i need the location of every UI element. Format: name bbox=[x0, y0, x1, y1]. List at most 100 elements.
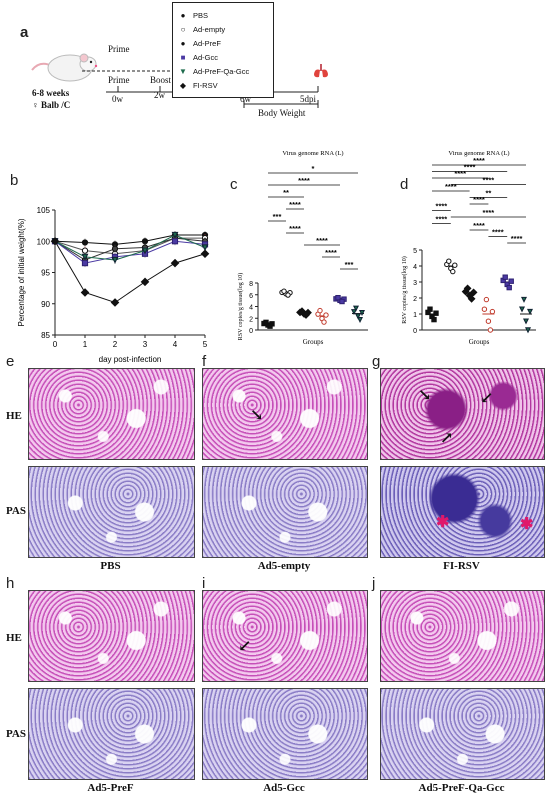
y-tick-label: 4 bbox=[249, 305, 253, 312]
micrograph-pbs-he bbox=[28, 368, 195, 460]
lesion-arrow-icon: ↘ bbox=[418, 387, 432, 404]
y-axis-label: Percentage of initial weight(%) bbox=[17, 218, 26, 326]
data-point bbox=[469, 288, 478, 297]
circle-filled-icon: ● bbox=[180, 11, 186, 20]
significance-label: **** bbox=[473, 221, 485, 230]
series-point bbox=[140, 277, 150, 287]
significance-label: * bbox=[312, 164, 315, 173]
square-filled-icon: ■ bbox=[180, 53, 186, 62]
micrograph-gcc-he bbox=[202, 590, 368, 682]
y-tick-label: 2 bbox=[249, 316, 253, 323]
panel-label-b: b bbox=[10, 172, 19, 189]
data-point bbox=[483, 296, 490, 303]
series-point bbox=[171, 238, 179, 245]
significance-label: **** bbox=[325, 248, 337, 257]
data-point bbox=[285, 292, 291, 298]
significance-label: **** bbox=[454, 169, 466, 178]
boost-label: Boost bbox=[150, 75, 172, 85]
caption-ad5-pref-qa-gcc: Ad5-PreF-Qa-Gcc bbox=[418, 782, 505, 794]
legend-item-pbs: ● PBS bbox=[180, 11, 209, 20]
series-line-5 bbox=[54, 240, 206, 304]
x-tick-label: 3 bbox=[143, 340, 148, 349]
panel-label-d: d bbox=[400, 176, 409, 193]
micrograph-prefqagcc-pas bbox=[380, 688, 545, 780]
panel-label-h: h bbox=[6, 575, 15, 592]
data-point bbox=[467, 294, 476, 303]
significance-label: **** bbox=[473, 195, 485, 204]
x-axis-label: day post-infection bbox=[99, 355, 162, 364]
series-line-0 bbox=[54, 234, 205, 245]
series-point bbox=[81, 260, 89, 267]
micrograph-empty-pas bbox=[202, 466, 368, 558]
micrograph-pref-pas bbox=[28, 688, 195, 780]
data-point bbox=[298, 307, 306, 316]
x-tick-label: 0 bbox=[53, 340, 58, 349]
row-label-he-bottom: HE bbox=[6, 632, 22, 644]
y-tick-label: 2 bbox=[413, 296, 417, 303]
data-point bbox=[339, 298, 345, 305]
data-point bbox=[526, 308, 534, 315]
series-point bbox=[171, 231, 179, 239]
significance-label: **** bbox=[483, 208, 495, 217]
micrograph-firsv-he bbox=[380, 368, 545, 460]
data-point bbox=[302, 311, 310, 319]
rna-scatter-chart-c: Virus genome RNA (L) 0 2 4 6 8 Groups RSV copie… bbox=[237, 150, 368, 346]
data-point bbox=[463, 284, 472, 293]
legend-item-ad-pref: ● Ad-PreF bbox=[180, 39, 221, 48]
mucus-star-icon: ✱ bbox=[520, 516, 534, 533]
legend: ● PBS ○ Ad-empty ● Ad-PreF ■ Ad-Gcc ▼ Ad-PreF… bbox=[172, 2, 274, 98]
data-point bbox=[450, 268, 456, 275]
micrograph-prefqagcc-he bbox=[380, 590, 545, 682]
panel-label-e: e bbox=[6, 353, 15, 370]
significance-label: **** bbox=[436, 215, 448, 224]
legend-item-ad-gcc: ■ Ad-Gcc bbox=[180, 53, 219, 62]
y-tick-label: 6 bbox=[249, 293, 253, 300]
series-point bbox=[81, 247, 89, 254]
mouse-strain: ♀ Balb /C bbox=[32, 100, 71, 110]
y-tick-label: 4 bbox=[413, 264, 417, 271]
chart-title: Virus genome RNA (L) bbox=[448, 150, 509, 157]
data-point bbox=[506, 284, 512, 291]
caption-pbs: PBS bbox=[100, 560, 121, 572]
y-tick-label: 0 bbox=[249, 328, 253, 335]
x-tick-label: 1 bbox=[83, 340, 88, 349]
lesion-arrow-icon: ↙ bbox=[480, 390, 494, 407]
x-axis-label: Groups bbox=[303, 338, 324, 346]
series-point bbox=[141, 238, 149, 245]
y-tick-label: 95 bbox=[41, 269, 50, 278]
y-tick-label: 5 bbox=[413, 248, 417, 255]
lesion-arrow-icon: ↗ bbox=[440, 430, 454, 447]
y-tick-label: 105 bbox=[37, 206, 51, 215]
x-tick-label: 5 bbox=[203, 340, 208, 349]
legend-item-ad-pref-qa-gcc: ▼ Ad-PreF-Qa-Gcc bbox=[179, 67, 250, 76]
y-axis-label: RSV copies/g tissue(log 10) bbox=[401, 256, 408, 323]
data-point bbox=[427, 306, 433, 312]
data-point bbox=[518, 306, 526, 313]
data-point bbox=[281, 288, 287, 294]
weight-line-chart: 85 90 95 100 105 0 1 2 3 4 5 day post-infection Perc… bbox=[17, 206, 210, 364]
data-point bbox=[354, 313, 362, 320]
data-point bbox=[263, 319, 269, 326]
significance-label: **** bbox=[511, 234, 523, 243]
data-point bbox=[489, 308, 496, 315]
data-point bbox=[267, 323, 273, 329]
series-line-1 bbox=[54, 237, 205, 255]
x-tick-label: 2 bbox=[113, 340, 118, 349]
significance-label: **** bbox=[316, 236, 328, 245]
caption-ad5-pref: Ad5-PreF bbox=[87, 782, 134, 794]
mouse-age: 6-8 weeks bbox=[32, 88, 70, 98]
series-point bbox=[170, 258, 180, 268]
y-tick-label: 0 bbox=[413, 328, 417, 335]
data-point bbox=[335, 294, 341, 301]
series-point bbox=[50, 236, 60, 246]
significance-label: **** bbox=[289, 224, 301, 233]
series-line-4 bbox=[54, 234, 206, 261]
series-point bbox=[141, 247, 149, 255]
series-point bbox=[200, 249, 210, 259]
tick-5dpi: 5dpi bbox=[300, 94, 317, 104]
significance-label: ** bbox=[283, 188, 289, 197]
data-point bbox=[452, 262, 458, 268]
data-point bbox=[356, 317, 364, 324]
significance-label: **** bbox=[492, 228, 504, 237]
significance-label: **** bbox=[483, 176, 495, 185]
